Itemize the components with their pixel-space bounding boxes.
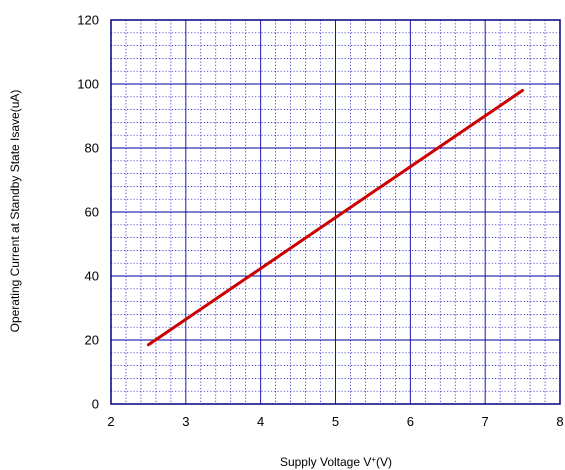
y-tick-label: 20 xyxy=(85,333,99,348)
y-tick-label: 40 xyxy=(85,269,99,284)
major-grid xyxy=(111,20,560,404)
y-axis-title: Operating Current at Standby State Isave… xyxy=(8,90,22,333)
y-tick-label: 120 xyxy=(77,13,99,28)
x-tick-label: 4 xyxy=(257,414,264,429)
x-tick-label: 7 xyxy=(482,414,489,429)
x-axis-title-tail: (V) xyxy=(376,455,392,469)
y-tick-label: 0 xyxy=(92,397,99,412)
x-axis-title-sup: + xyxy=(371,455,376,464)
x-tick-label: 6 xyxy=(407,414,414,429)
series-line-0 xyxy=(146,88,525,347)
x-tick-label: 3 xyxy=(182,414,189,429)
y-tick-label: 100 xyxy=(77,77,99,92)
x-tick-label: 2 xyxy=(107,414,114,429)
y-tick-labels: 0 20 40 60 80 100 120 xyxy=(77,13,99,412)
y-tick-label: 80 xyxy=(85,141,99,156)
x-tick-label: 5 xyxy=(332,414,339,429)
plot-frame xyxy=(110,19,561,405)
x-axis-title-main: Supply Voltage V xyxy=(280,455,371,469)
x-axis-title: Supply Voltage V+(V) xyxy=(280,455,392,470)
x-tick-label: 8 xyxy=(556,414,563,429)
y-tick-label: 60 xyxy=(85,205,99,220)
x-tick-labels: 2 3 4 5 6 7 8 xyxy=(107,414,563,429)
series-layer xyxy=(146,88,525,347)
